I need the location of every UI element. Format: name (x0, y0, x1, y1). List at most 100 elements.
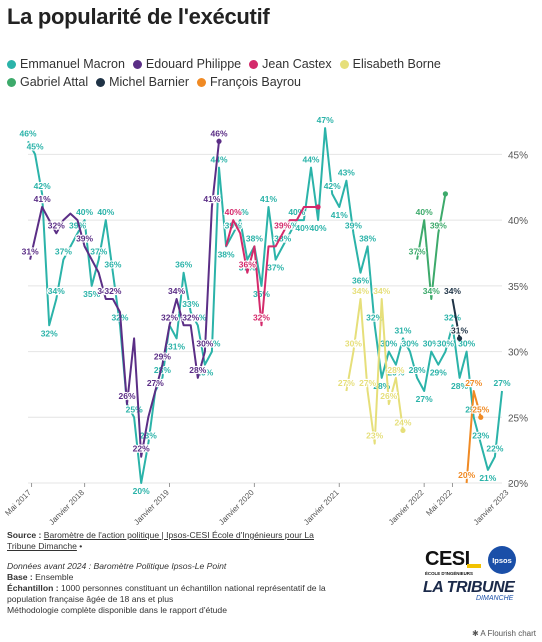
y-tick-label: 40% (508, 216, 528, 227)
flourish-credit[interactable]: ✱ A Flourish chart (471, 629, 536, 638)
cesi-logo-subtitle: ÉCOLE D'INGÉNIEURS (425, 571, 473, 576)
legend-item-4[interactable]: Gabriel Attal (7, 74, 88, 91)
legend: Emmanuel Macron Edouard Philippe Jean Cast… (7, 56, 527, 92)
series-line-2 (225, 206, 319, 327)
data-label: 25% (472, 404, 489, 414)
data-label: 37% (55, 247, 72, 257)
data-label: 34% (48, 286, 65, 296)
data-label: 35% (253, 289, 270, 299)
data-label: 28% (387, 365, 404, 375)
data-label: 41% (203, 194, 220, 204)
data-label: 39% (274, 220, 291, 230)
legend-swatch (196, 78, 206, 87)
series-end-point (315, 204, 321, 210)
series-line-5 (451, 298, 461, 339)
x-tick-label: Janvier 2021 (302, 488, 341, 525)
echantillon-label: Échantillon : (7, 583, 59, 593)
source-link[interactable]: Baromètre de l'action politique | Ipsos-… (7, 530, 314, 551)
source-label: Source : (7, 530, 42, 540)
data-label: 30% (196, 339, 213, 349)
data-label: 40% (225, 207, 242, 217)
data-label: 28% (189, 365, 206, 375)
legend-swatch (339, 60, 349, 69)
data-label: 30% (402, 339, 419, 349)
y-tick-label: 30% (508, 348, 528, 359)
data-label: 36% (104, 260, 121, 270)
legend-label: Emmanuel Macron (20, 57, 125, 71)
data-label: 33% (182, 299, 199, 309)
data-label: 28% (409, 365, 426, 375)
data-label: 34% (423, 286, 440, 296)
cesi-logo-bar (467, 564, 481, 568)
data-label: 38% (218, 249, 235, 259)
data-label: 30% (380, 339, 397, 349)
x-tick-label: Janvier 2020 (217, 488, 256, 525)
series-end-point (456, 335, 463, 342)
data-label: 20% (133, 486, 150, 496)
data-label: 46% (211, 128, 228, 138)
data-label: 38% (359, 233, 376, 243)
data-label: 22% (133, 444, 150, 454)
legend-label: Jean Castex (262, 57, 332, 71)
la-tribune-dimanche: DIMANCHE (476, 595, 514, 602)
data-label: 31% (22, 247, 39, 257)
data-label: 38% (246, 233, 263, 243)
data-label: 34% (444, 286, 461, 296)
x-tick-label: Janvier 2018 (47, 488, 86, 525)
data-label: 39% (76, 233, 93, 243)
data-label: 40% (76, 207, 93, 217)
data-label: 27% (493, 378, 510, 388)
data-label: 32% (189, 312, 206, 322)
legend-item-3[interactable]: Elisabeth Borne (339, 56, 441, 73)
legend-label: Michel Barnier (109, 75, 189, 89)
data-label: 27% (147, 378, 164, 388)
data-label: 28% (451, 381, 468, 391)
legend-item-2[interactable]: Jean Castex (249, 56, 332, 73)
data-label: 27% (416, 394, 433, 404)
data-label: 37% (267, 263, 284, 273)
legend-item-1[interactable]: Edouard Philippe (132, 56, 242, 73)
data-label: 32% (182, 312, 199, 322)
data-label: 41% (331, 210, 348, 220)
legend-swatch (249, 60, 259, 69)
series-end-point (216, 138, 222, 144)
data-label: 28% (154, 365, 171, 375)
echantillon-line: Échantillon : 1000 personnes constituant… (7, 583, 337, 605)
data-label: 21% (479, 473, 496, 483)
legend-item-5[interactable]: Michel Barnier (96, 74, 189, 91)
data-label: 39% (345, 220, 362, 230)
data-label: 32% (161, 312, 178, 322)
data-label: 30% (437, 339, 454, 349)
data-label: 37% (90, 247, 107, 257)
data-label: 20% (458, 470, 475, 480)
legend-label: Edouard Philippe (145, 57, 242, 71)
data-label: 32% (444, 312, 461, 322)
data-label: 22% (486, 444, 503, 454)
base-line: Base : Ensemble (7, 572, 337, 583)
data-label: 40% (416, 207, 433, 217)
data-label: 43% (338, 168, 355, 178)
x-tick-label: Janvier 2022 (387, 488, 426, 525)
y-tick-label: 25% (508, 413, 528, 424)
data-label: 29% (430, 368, 447, 378)
legend-item-0[interactable]: Emmanuel Macron (7, 56, 125, 73)
data-label: 42% (324, 181, 341, 191)
series-end-point (442, 191, 449, 197)
series-line-6 (465, 390, 482, 484)
note: Données avant 2024 : Baromètre Politique… (7, 561, 227, 571)
series-end-point (400, 427, 406, 434)
legend-swatch (7, 60, 16, 69)
legend-swatch (7, 78, 16, 87)
legend-item-6[interactable]: François Bayrou (196, 74, 301, 91)
data-label: 34% (97, 286, 114, 296)
data-label: 44% (211, 155, 228, 165)
data-label: 47% (317, 115, 334, 125)
series-line-4 (416, 193, 447, 300)
data-label: 36% (352, 276, 369, 286)
cesi-logo: CESI (425, 548, 470, 570)
data-label: 40% (97, 207, 114, 217)
data-label: 27% (338, 378, 355, 388)
base-text: Ensemble (32, 572, 74, 582)
data-label: 32% (48, 220, 65, 230)
ipsos-logo: Ipsos (488, 546, 516, 574)
